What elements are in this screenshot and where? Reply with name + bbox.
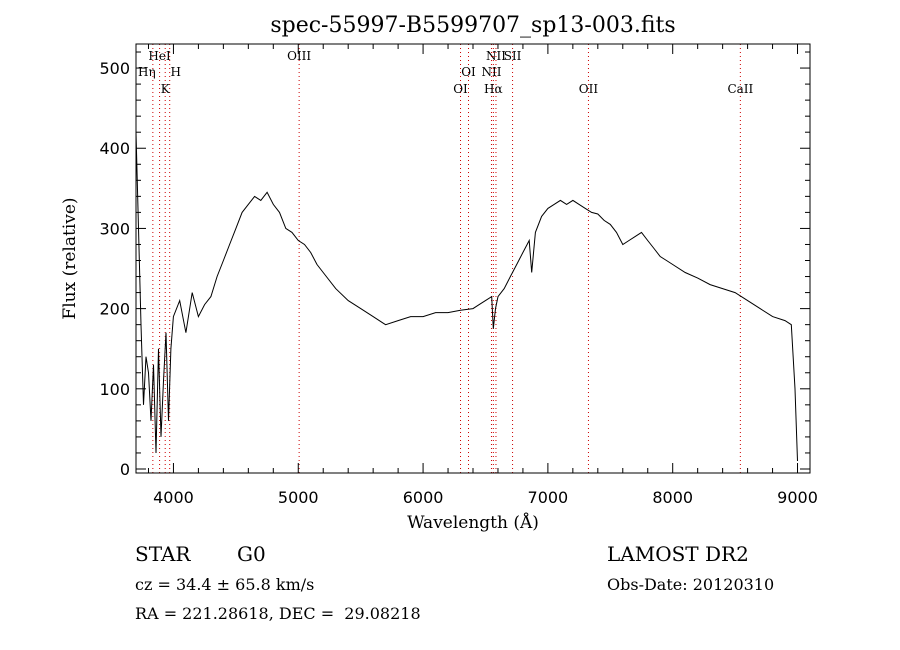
spectral-line-label: SII (504, 49, 522, 63)
spectral-subclass: G0 (237, 542, 266, 566)
x-tick-label: 5000 (278, 488, 319, 507)
redshift-cz: cz = 34.4 ± 65.8 km/s (135, 575, 315, 594)
spectral-line-label: Hα (484, 82, 503, 96)
spectral-line-label: OIII (287, 49, 311, 63)
spectral-line-label: NII (481, 65, 501, 79)
spectral-line-label: HeI (148, 49, 171, 63)
y-tick-label: 500 (99, 59, 130, 78)
x-tick-label: 6000 (403, 488, 444, 507)
spectrum-line (135, 132, 798, 462)
plot-frame (135, 43, 811, 474)
spectrum-series (135, 132, 798, 462)
spectral-line-label: OII (579, 82, 599, 96)
x-tick-label: 4000 (153, 488, 194, 507)
object-class: STAR (135, 542, 191, 566)
chart-title: spec-55997-B5599707_sp13-003.fits (270, 13, 675, 38)
spectral-line-label: Hη (138, 65, 156, 79)
y-tick-label: 0 (120, 460, 130, 479)
spectral-line-label: OI (453, 82, 468, 96)
sky-coordinates: RA = 221.28618, DEC = 29.08218 (135, 604, 421, 623)
spectral-line-label: OI (461, 65, 476, 79)
x-axis-label: Wavelength (Å) (407, 512, 539, 533)
survey-label: LAMOST DR2 (607, 542, 749, 566)
spectral-line-label: K (161, 82, 171, 96)
x-tick-label: 7000 (528, 488, 569, 507)
y-tick-label: 100 (99, 380, 130, 399)
y-tick-label: 300 (99, 219, 130, 238)
y-tick-label: 400 (99, 139, 130, 158)
observation-date: Obs-Date: 20120310 (607, 575, 775, 594)
spectral-line-label: H (170, 65, 180, 79)
spectral-line-label: CaII (727, 82, 753, 96)
y-axis-label: Flux (relative) (60, 197, 80, 319)
plot-axes: 4000 5000 6000 7000 8000 9000 0 100 200 300 400 500 (99, 43, 818, 507)
x-tick-label: 8000 (652, 488, 693, 507)
y-tick-label: 200 (99, 300, 130, 319)
x-tick-label: 9000 (777, 488, 818, 507)
